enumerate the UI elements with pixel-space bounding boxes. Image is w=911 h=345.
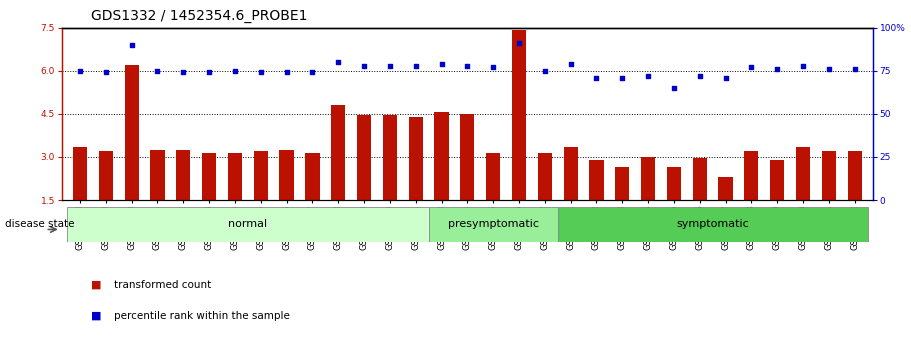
Point (692, 73, 707, 79)
Point (589, 75, 604, 80)
Point (280, 70, 294, 75)
Point (150, 68, 165, 73)
Bar (641, 157, 655, 200)
Bar (512, 30, 526, 200)
Bar (383, 115, 397, 200)
Bar (692, 158, 707, 200)
Point (125, 42, 139, 48)
Bar (460, 114, 475, 200)
Bar (228, 152, 242, 200)
Point (460, 63, 475, 68)
Bar (615, 167, 630, 200)
Bar (202, 152, 216, 200)
Point (563, 61, 578, 67)
Point (253, 70, 268, 75)
Bar (744, 151, 759, 200)
Bar (719, 177, 732, 200)
Point (744, 65, 759, 70)
Point (305, 70, 320, 75)
Point (822, 66, 836, 72)
Point (486, 65, 500, 70)
Point (435, 61, 449, 67)
Point (202, 70, 217, 75)
Bar (667, 167, 681, 200)
Bar (357, 115, 371, 200)
Text: symptomatic: symptomatic (676, 219, 749, 229)
Point (98, 70, 113, 75)
Bar (150, 150, 165, 200)
Bar (331, 105, 345, 200)
Point (331, 59, 345, 65)
Text: transformed count: transformed count (114, 280, 211, 289)
Bar (98, 151, 113, 200)
Point (176, 70, 190, 75)
Bar (770, 160, 784, 200)
Point (615, 75, 630, 80)
Text: ■: ■ (91, 311, 102, 321)
Text: GDS1332 / 1452354.6_PROBE1: GDS1332 / 1452354.6_PROBE1 (91, 9, 308, 23)
Point (770, 66, 784, 72)
Bar (428, 207, 558, 242)
Bar (822, 151, 836, 200)
Bar (253, 151, 268, 200)
Bar (67, 207, 428, 242)
Point (228, 68, 242, 73)
Bar (558, 207, 867, 242)
Bar (537, 152, 552, 200)
Point (357, 63, 372, 68)
Bar (305, 152, 320, 200)
Text: normal: normal (229, 219, 268, 229)
Text: disease state: disease state (5, 219, 74, 229)
Bar (280, 150, 293, 200)
Bar (435, 112, 448, 200)
Point (795, 63, 810, 68)
Point (383, 63, 397, 68)
Bar (486, 152, 500, 200)
Point (718, 75, 732, 80)
Point (512, 40, 527, 46)
Text: ■: ■ (91, 280, 102, 289)
Bar (409, 117, 423, 200)
Bar (125, 65, 138, 200)
Text: presymptomatic: presymptomatic (447, 219, 538, 229)
Bar (176, 150, 190, 200)
Point (667, 85, 681, 91)
Bar (564, 147, 578, 200)
Bar (847, 151, 862, 200)
Bar (589, 160, 604, 200)
Point (408, 63, 423, 68)
Bar (73, 147, 87, 200)
Text: percentile rank within the sample: percentile rank within the sample (114, 311, 290, 321)
Point (73, 68, 87, 73)
Point (640, 73, 655, 79)
Bar (796, 147, 810, 200)
Point (847, 66, 862, 72)
Point (537, 68, 552, 73)
